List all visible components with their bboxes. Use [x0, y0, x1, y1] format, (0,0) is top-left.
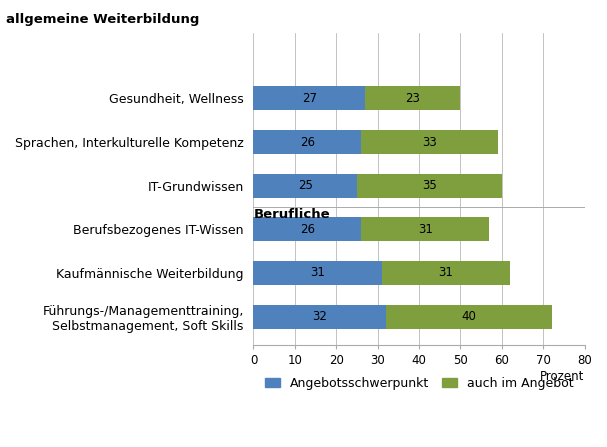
- Bar: [382, 261, 510, 285]
- Text: 23: 23: [405, 92, 420, 105]
- Bar: [254, 174, 357, 198]
- Text: 27: 27: [302, 92, 317, 105]
- Bar: [357, 174, 502, 198]
- Text: 31: 31: [310, 266, 325, 279]
- Text: 31: 31: [418, 223, 433, 236]
- Bar: [365, 86, 461, 110]
- Text: 26: 26: [300, 223, 315, 236]
- Text: 25: 25: [298, 179, 313, 192]
- X-axis label: Prozent: Prozent: [540, 370, 585, 383]
- Bar: [254, 261, 382, 285]
- Legend: Angebotsschwerpunkt, auch im Angebot: Angebotsschwerpunkt, auch im Angebot: [260, 372, 578, 395]
- Bar: [386, 304, 552, 329]
- Text: allgemeine Weiterbildung: allgemeine Weiterbildung: [6, 13, 200, 26]
- Text: 35: 35: [422, 179, 437, 192]
- Bar: [254, 304, 386, 329]
- Text: 32: 32: [312, 310, 327, 323]
- Text: 31: 31: [438, 266, 453, 279]
- Bar: [254, 86, 365, 110]
- Text: 26: 26: [300, 135, 315, 148]
- Bar: [254, 217, 361, 241]
- Bar: [254, 130, 361, 154]
- Text: Berufliche: Berufliche: [254, 208, 330, 221]
- Text: 40: 40: [461, 310, 476, 323]
- Bar: [361, 217, 489, 241]
- Bar: [361, 130, 498, 154]
- Text: 33: 33: [422, 135, 437, 148]
